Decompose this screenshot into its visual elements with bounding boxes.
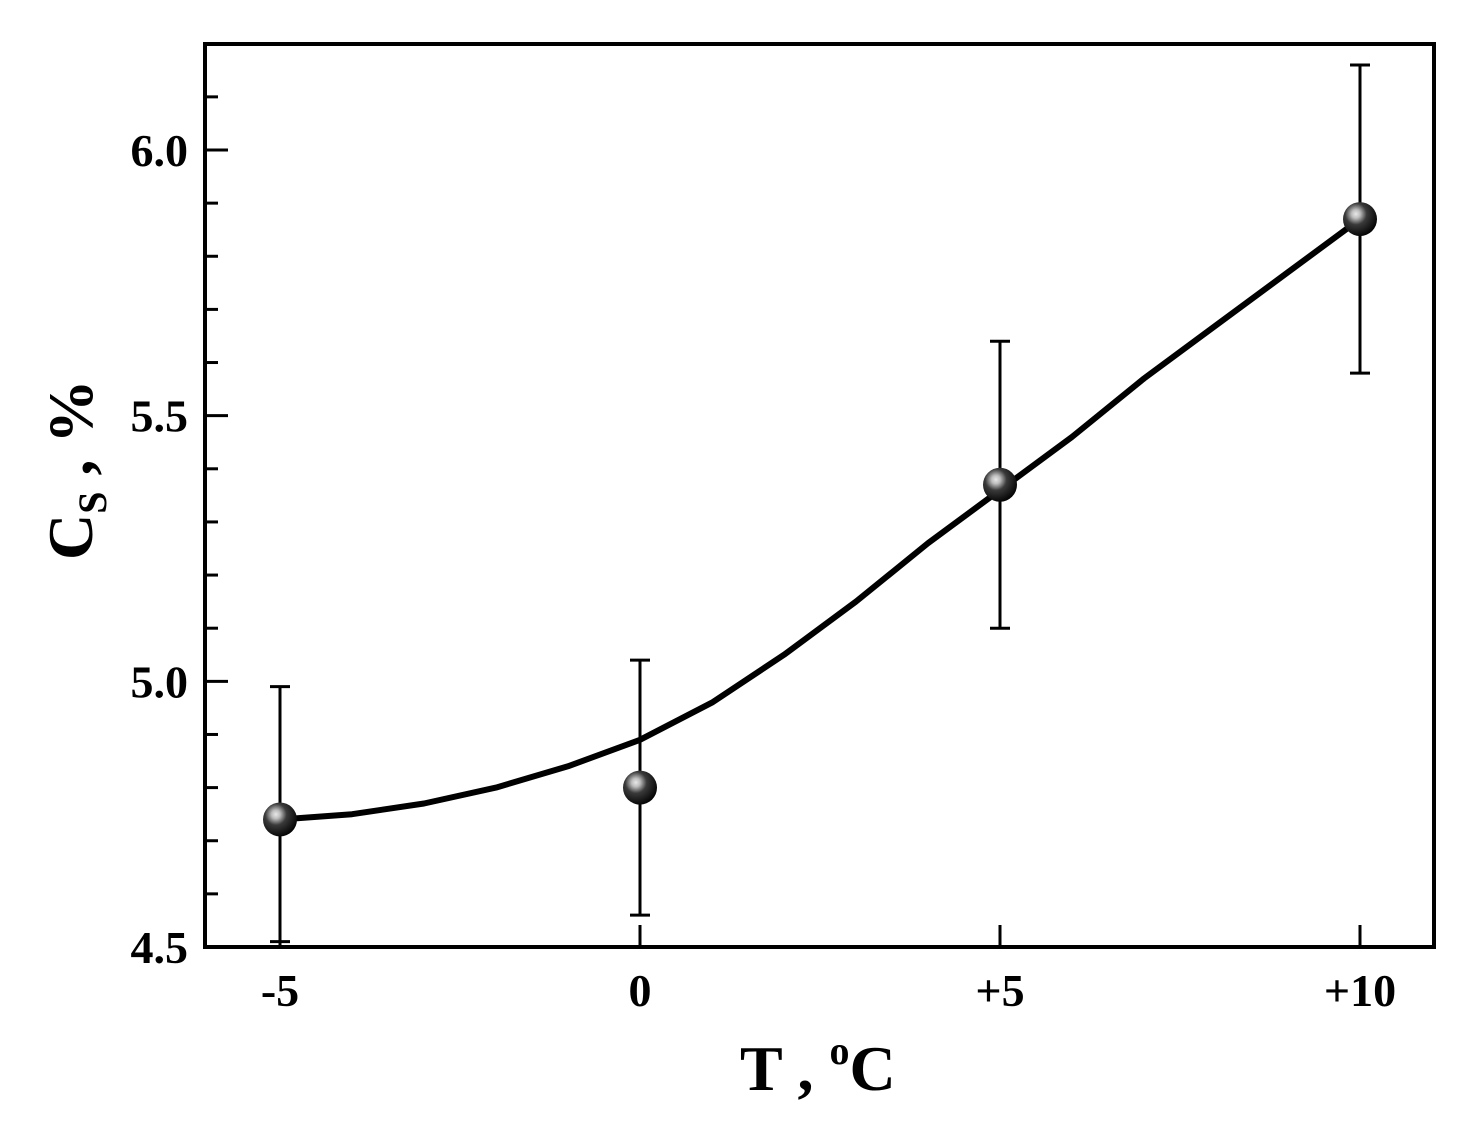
x-axis-title-sup: o [830, 1028, 850, 1073]
y-axis-tick-labels: 4.5 5.0 5.5 6.0 [131, 125, 189, 973]
x-axis-title-main: T , [740, 1033, 830, 1104]
data-point [1343, 202, 1377, 237]
y-tick-label: 6.0 [131, 125, 189, 176]
y-tick-label: 5.5 [131, 391, 189, 442]
y-tick-label: 5.0 [131, 656, 189, 707]
data-point [623, 770, 657, 805]
y-axis-title: CS , % [35, 380, 115, 560]
y-axis-title-main: C [35, 514, 106, 560]
data-point [983, 467, 1017, 502]
x-tick-label: 0 [629, 965, 652, 1016]
data-point [263, 802, 297, 837]
y-axis-ticks [205, 95, 228, 949]
plot-frame [203, 42, 1436, 949]
x-tick-label: +5 [975, 965, 1024, 1016]
x-axis-tick-labels: -5 0 +5 +10 [261, 965, 1396, 1016]
data-markers [263, 202, 1377, 837]
x-axis-title: T , oC [740, 1028, 896, 1104]
x-axis-title-unit: C [850, 1033, 896, 1104]
y-axis-title-sub: S [70, 492, 115, 514]
x-tick-label: +10 [1324, 965, 1396, 1016]
y-tick-label: 4.5 [131, 922, 189, 973]
x-axis-ticks [278, 925, 1362, 947]
y-axis-title-rest: , % [35, 380, 106, 492]
fit-curve [277, 216, 1363, 823]
error-bars [270, 63, 1370, 944]
x-tick-label: -5 [261, 965, 299, 1016]
